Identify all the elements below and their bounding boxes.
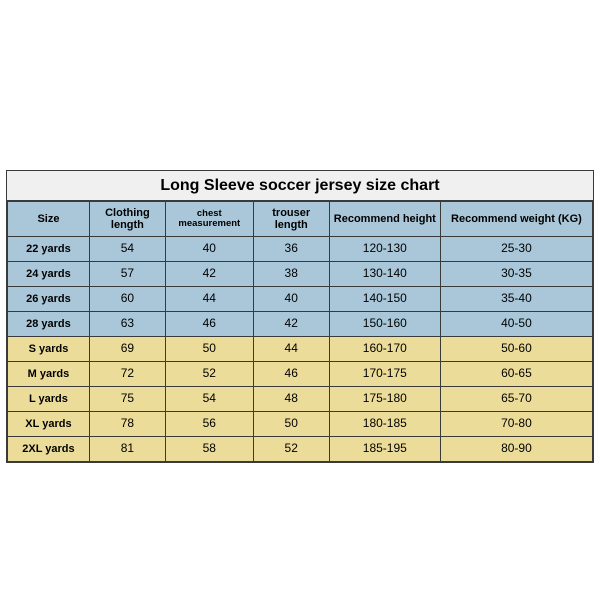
page: Long Sleeve soccer jersey size chart Siz… bbox=[0, 0, 600, 600]
cell-height: 120-130 bbox=[329, 237, 440, 262]
cell-clothing_length: 78 bbox=[89, 412, 165, 437]
cell-trouser: 36 bbox=[253, 237, 329, 262]
cell-trouser: 38 bbox=[253, 262, 329, 287]
cell-weight: 80-90 bbox=[440, 437, 592, 462]
cell-size: 26 yards bbox=[8, 287, 90, 312]
cell-chest: 52 bbox=[165, 362, 253, 387]
cell-weight: 70-80 bbox=[440, 412, 592, 437]
cell-height: 185-195 bbox=[329, 437, 440, 462]
cell-weight: 30-35 bbox=[440, 262, 592, 287]
cell-clothing_length: 69 bbox=[89, 337, 165, 362]
table-row: M yards725246170-17560-65 bbox=[8, 362, 593, 387]
column-header-chest: chest measurement bbox=[165, 202, 253, 237]
column-header-size: Size bbox=[8, 202, 90, 237]
size-chart-table: SizeClothing lengthchest measurementtrou… bbox=[7, 201, 593, 462]
cell-weight: 40-50 bbox=[440, 312, 592, 337]
cell-weight: 25-30 bbox=[440, 237, 592, 262]
cell-trouser: 46 bbox=[253, 362, 329, 387]
cell-chest: 54 bbox=[165, 387, 253, 412]
cell-chest: 46 bbox=[165, 312, 253, 337]
cell-clothing_length: 60 bbox=[89, 287, 165, 312]
cell-chest: 44 bbox=[165, 287, 253, 312]
cell-clothing_length: 75 bbox=[89, 387, 165, 412]
cell-size: L yards bbox=[8, 387, 90, 412]
cell-size: S yards bbox=[8, 337, 90, 362]
cell-trouser: 44 bbox=[253, 337, 329, 362]
cell-height: 130-140 bbox=[329, 262, 440, 287]
cell-trouser: 52 bbox=[253, 437, 329, 462]
table-row: XL yards785650180-18570-80 bbox=[8, 412, 593, 437]
cell-height: 150-160 bbox=[329, 312, 440, 337]
chart-title: Long Sleeve soccer jersey size chart bbox=[7, 171, 593, 201]
cell-chest: 40 bbox=[165, 237, 253, 262]
cell-height: 140-150 bbox=[329, 287, 440, 312]
table-row: 2XL yards815852185-19580-90 bbox=[8, 437, 593, 462]
size-chart-container: Long Sleeve soccer jersey size chart Siz… bbox=[6, 170, 594, 463]
cell-size: 22 yards bbox=[8, 237, 90, 262]
table-row: 28 yards634642150-16040-50 bbox=[8, 312, 593, 337]
cell-trouser: 40 bbox=[253, 287, 329, 312]
cell-weight: 50-60 bbox=[440, 337, 592, 362]
cell-clothing_length: 57 bbox=[89, 262, 165, 287]
cell-size: 24 yards bbox=[8, 262, 90, 287]
column-header-clothing_length: Clothing length bbox=[89, 202, 165, 237]
cell-size: XL yards bbox=[8, 412, 90, 437]
cell-clothing_length: 63 bbox=[89, 312, 165, 337]
cell-size: 2XL yards bbox=[8, 437, 90, 462]
table-row: S yards695044160-17050-60 bbox=[8, 337, 593, 362]
cell-height: 180-185 bbox=[329, 412, 440, 437]
cell-height: 160-170 bbox=[329, 337, 440, 362]
header-row: SizeClothing lengthchest measurementtrou… bbox=[8, 202, 593, 237]
cell-chest: 58 bbox=[165, 437, 253, 462]
cell-trouser: 48 bbox=[253, 387, 329, 412]
cell-height: 170-175 bbox=[329, 362, 440, 387]
cell-clothing_length: 81 bbox=[89, 437, 165, 462]
table-row: L yards755448175-18065-70 bbox=[8, 387, 593, 412]
column-header-height: Recommend height bbox=[329, 202, 440, 237]
table-row: 24 yards574238130-14030-35 bbox=[8, 262, 593, 287]
cell-chest: 56 bbox=[165, 412, 253, 437]
cell-size: 28 yards bbox=[8, 312, 90, 337]
table-row: 26 yards604440140-15035-40 bbox=[8, 287, 593, 312]
table-body: 22 yards544036120-13025-3024 yards574238… bbox=[8, 237, 593, 462]
cell-trouser: 42 bbox=[253, 312, 329, 337]
cell-clothing_length: 72 bbox=[89, 362, 165, 387]
column-header-trouser: trouser length bbox=[253, 202, 329, 237]
cell-chest: 50 bbox=[165, 337, 253, 362]
cell-weight: 65-70 bbox=[440, 387, 592, 412]
cell-trouser: 50 bbox=[253, 412, 329, 437]
cell-height: 175-180 bbox=[329, 387, 440, 412]
column-header-weight: Recommend weight (KG) bbox=[440, 202, 592, 237]
cell-chest: 42 bbox=[165, 262, 253, 287]
cell-weight: 35-40 bbox=[440, 287, 592, 312]
cell-clothing_length: 54 bbox=[89, 237, 165, 262]
cell-size: M yards bbox=[8, 362, 90, 387]
cell-weight: 60-65 bbox=[440, 362, 592, 387]
table-row: 22 yards544036120-13025-30 bbox=[8, 237, 593, 262]
